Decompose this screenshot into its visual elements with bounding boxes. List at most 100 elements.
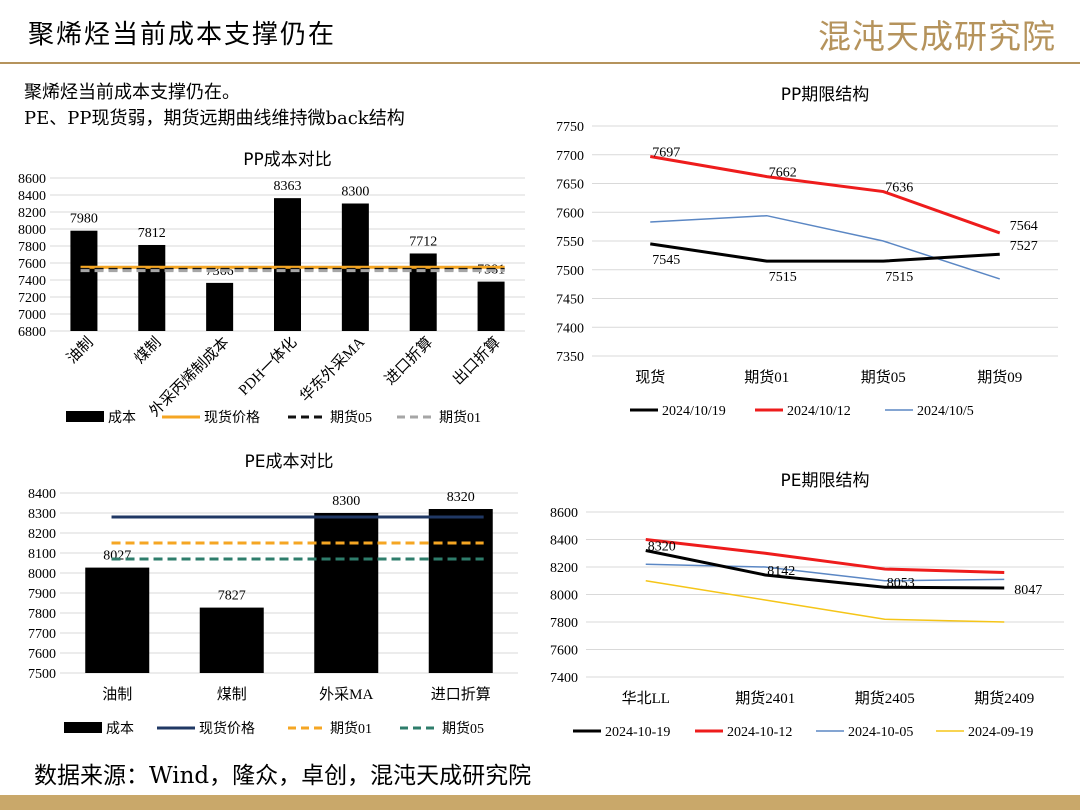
data-label: 7662: [769, 166, 797, 181]
y-tick-label: 7000: [18, 308, 46, 323]
y-tick-label: 7800: [28, 607, 56, 622]
legend-label: 期货01: [439, 409, 481, 426]
chart-title: PP成本对比: [243, 150, 332, 170]
y-tick-label: 8200: [18, 206, 46, 221]
bar-6: [409, 253, 437, 331]
legend-label: 2024-10-12: [727, 725, 792, 740]
data-label: 8142: [767, 564, 795, 579]
series-line: [650, 214, 1000, 280]
legend-label: 2024/10/5: [917, 404, 974, 419]
legend-swatch: [66, 411, 104, 422]
y-tick-label: 7700: [556, 149, 584, 164]
data-label: 7636: [885, 181, 913, 196]
y-tick-label: 8000: [28, 567, 56, 582]
series-line: [645, 580, 1005, 623]
bar-value-label: 8300: [332, 494, 360, 509]
y-tick-label: 7600: [18, 257, 46, 272]
x-tick-label: 进口折算: [431, 685, 491, 703]
header: 聚烯烃当前成本支撑仍在 混沌天成研究院: [0, 0, 1080, 60]
y-tick-label: 7450: [556, 293, 584, 308]
y-tick-label: 8400: [28, 487, 56, 502]
x-tick-label: 外采MA: [319, 686, 373, 703]
y-tick-label: 8000: [550, 589, 578, 604]
legend-label: 2024-09-19: [968, 725, 1033, 740]
bar-3: [314, 513, 379, 673]
data-label: 8047: [1014, 583, 1042, 598]
y-tick-label: 7800: [18, 240, 46, 255]
x-tick-label: 进口折算: [381, 333, 436, 388]
data-source-note: 数据来源：Wind，隆众，卓创，混沌天成研究院: [34, 763, 532, 789]
y-tick-label: 8400: [18, 189, 46, 204]
bar-value-label: 8320: [447, 490, 475, 505]
y-tick-label: 8200: [550, 561, 578, 576]
series-line: [650, 242, 1000, 263]
bar-1: [70, 230, 98, 331]
bar-value-label: 8027: [103, 549, 131, 564]
y-tick-label: 7500: [556, 264, 584, 279]
chart-title: PE成本对比: [245, 452, 334, 472]
y-tick-label: 7650: [556, 178, 584, 193]
bar-value-label: 8300: [341, 185, 369, 200]
y-tick-label: 7500: [28, 667, 56, 682]
legend-label: 现货价格: [204, 409, 260, 426]
x-tick-label: 煤制: [217, 686, 247, 703]
data-label: 7545: [652, 253, 680, 268]
data-label: 7527: [1010, 239, 1038, 254]
page-title: 聚烯烃当前成本支撑仍在: [28, 20, 337, 50]
y-tick-label: 8600: [18, 172, 46, 187]
data-label: 8320: [648, 540, 676, 555]
y-tick-label: 8100: [28, 547, 56, 562]
intro-line-2: PE、PP现货弱，期货远期曲线维持微back结构: [24, 108, 405, 129]
bar-2: [199, 607, 264, 673]
data-label: 7515: [885, 270, 913, 285]
y-tick-label: 7400: [556, 321, 584, 336]
bar-value-label: 7812: [138, 226, 166, 241]
legend-swatch: [64, 722, 102, 733]
bar-2: [138, 244, 166, 331]
x-tick-label: 华北LL: [622, 690, 670, 707]
x-tick-label: 煤制: [131, 334, 164, 367]
x-tick-label: 期货2409: [974, 690, 1034, 707]
legend-label: 期货01: [330, 720, 372, 737]
intro-text: 聚烯烃当前成本支撑仍在。 PE、PP现货弱，期货远期曲线维持微back结构: [24, 80, 405, 132]
x-tick-label: 油制: [64, 334, 97, 367]
y-tick-label: 7550: [556, 235, 584, 250]
legend-label: 期货05: [330, 409, 372, 426]
data-label: 8053: [887, 576, 915, 591]
x-tick-label: 出口折算: [449, 333, 504, 388]
data-label: 7564: [1010, 219, 1038, 234]
legend-label: 2024-10-05: [848, 725, 913, 740]
bar-value-label: 8363: [274, 179, 302, 194]
legend-label: 成本: [106, 721, 134, 737]
series-line: [649, 154, 1001, 235]
y-tick-label: 8600: [550, 506, 578, 521]
pe-term-structure-chart: PE期限结构 7400 7600 7800 8000 8200 8400 8600 华北LL 期货…: [550, 471, 1064, 740]
bar-value-label: 7827: [218, 589, 246, 604]
x-tick-label: 现货: [635, 369, 665, 386]
y-tick-label: 7200: [18, 291, 46, 306]
pp-cost-chart: PP成本对比 6800 7000 7200 7400 7600 7800 8000 8200 84…: [18, 150, 525, 426]
data-label: 7515: [769, 270, 797, 285]
y-tick-label: 8200: [28, 527, 56, 542]
y-tick-label: 7800: [550, 616, 578, 631]
series-line: [645, 538, 1005, 574]
x-tick-label: 期货2405: [855, 690, 915, 707]
data-label: 7697: [652, 145, 680, 160]
x-tick-label: 期货05: [861, 369, 906, 386]
intro-line-1: 聚烯烃当前成本支撑仍在。: [24, 82, 240, 103]
series-line: [645, 549, 1005, 590]
bar-1: [85, 567, 150, 673]
y-tick-label: 8400: [550, 534, 578, 549]
x-tick-label: 期货09: [977, 369, 1022, 386]
series-line: [645, 563, 1005, 582]
y-tick-label: 8000: [18, 223, 46, 238]
x-tick-label: 期货01: [744, 369, 789, 386]
pe-cost-chart: PE成本对比 7500 7600 7700 7800 7900 8000 8100 8200 83…: [28, 452, 518, 737]
brand-logo: 混沌天成研究院: [818, 17, 1056, 56]
y-tick-label: 7900: [28, 587, 56, 602]
bar-value-label: 7712: [409, 234, 437, 249]
y-tick-label: 7400: [18, 274, 46, 289]
bar-value-label: 7980: [70, 212, 98, 227]
bar-4: [428, 509, 493, 673]
y-tick-label: 7700: [28, 627, 56, 642]
